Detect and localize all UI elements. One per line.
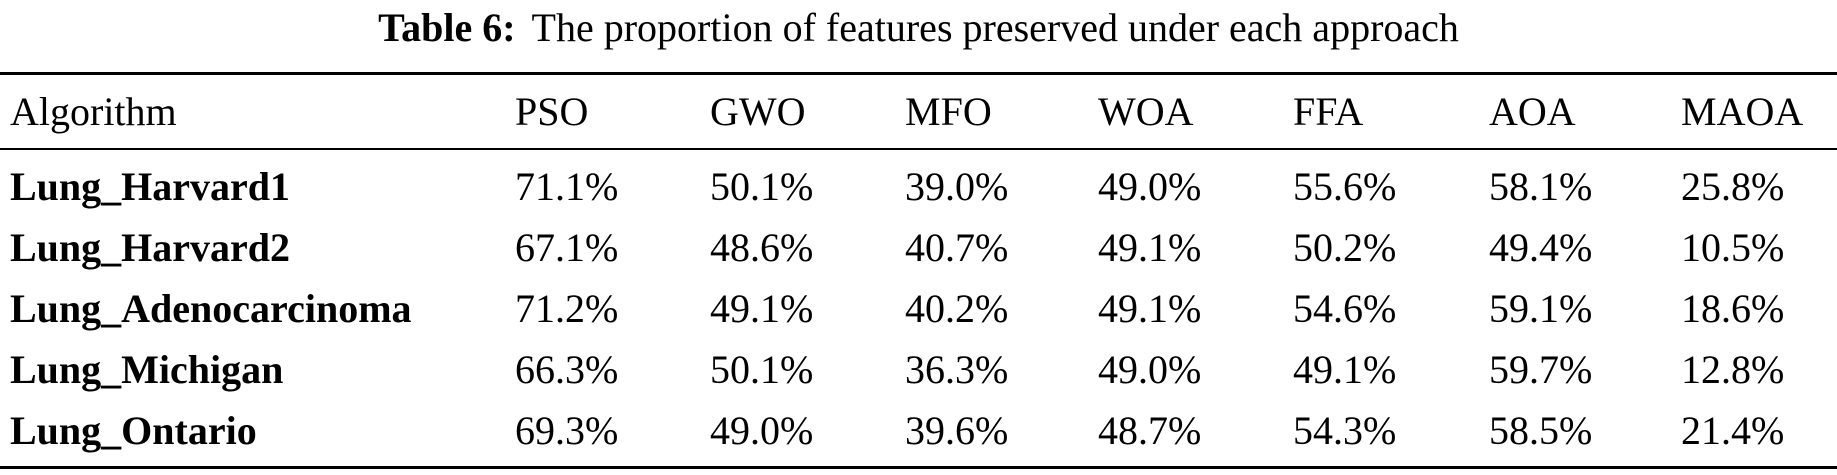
table-cell: 50.2% [1293,225,1397,270]
table-cell: 39.0% [905,164,1009,209]
table-cell: 25.8% [1681,164,1785,209]
feature-proportion-table: Algorithm PSO GWO MFO WOA FFA AOA MAOA L… [0,75,1837,461]
row-label: Lung_Harvard2 [10,225,291,270]
table-row: Lung_Michigan 66.3% 50.1% 36.3% 49.0% 49… [0,339,1837,400]
table-cell: 48.7% [1098,408,1202,453]
table-cell: 39.6% [905,408,1009,453]
row-label: Lung_Adenocarcinoma [10,286,412,331]
column-header-mfo: MFO [905,89,992,134]
table-cell: 48.6% [710,225,814,270]
column-header-pso: PSO [515,89,589,134]
column-header-maoa: MAOA [1681,89,1804,134]
table-row: Lung_Harvard1 71.1% 50.1% 39.0% 49.0% 55… [0,150,1837,217]
table-cell: 58.5% [1489,408,1593,453]
table-cell: 58.1% [1489,164,1593,209]
table-cell: 49.1% [710,286,814,331]
table-cell: 40.2% [905,286,1009,331]
table-cell: 49.0% [1098,164,1202,209]
header-rule [0,148,1837,150]
row-label: Lung_Harvard1 [10,164,291,209]
table-cell: 54.3% [1293,408,1397,453]
row-label: Lung_Ontario [10,408,257,453]
bottom-rule [0,466,1837,469]
column-header-aoa: AOA [1489,89,1576,134]
table-cell: 49.1% [1098,225,1202,270]
table-row: Lung_Ontario 69.3% 49.0% 39.6% 48.7% 54.… [0,400,1837,461]
table-cell: 50.1% [710,347,814,392]
table-cell: 59.7% [1489,347,1593,392]
table-cell: 71.2% [515,286,619,331]
table-cell: 12.8% [1681,347,1785,392]
table-header-row: Algorithm PSO GWO MFO WOA FFA AOA MAOA [0,75,1837,148]
table-cell: 40.7% [905,225,1009,270]
table-cell: 36.3% [905,347,1009,392]
table-row: Lung_Adenocarcinoma 71.2% 49.1% 40.2% 49… [0,278,1837,339]
table-cell: 67.1% [515,225,619,270]
table-cell: 21.4% [1681,408,1785,453]
table-cell: 49.0% [710,408,814,453]
row-label: Lung_Michigan [10,347,284,392]
table-cell: 49.1% [1293,347,1397,392]
column-header-algorithm: Algorithm [10,89,177,134]
table-cell: 59.1% [1489,286,1593,331]
table-caption: Table 6: The proportion of features prese… [0,0,1837,60]
table-caption-label: Table 6: [378,5,516,50]
column-header-ffa: FFA [1293,89,1364,134]
table-cell: 49.0% [1098,347,1202,392]
table-cell: 54.6% [1293,286,1397,331]
column-header-woa: WOA [1098,89,1194,134]
table-cell: 55.6% [1293,164,1397,209]
table-cell: 66.3% [515,347,619,392]
table-cell: 49.1% [1098,286,1202,331]
top-rule [0,72,1837,75]
table-cell: 18.6% [1681,286,1785,331]
table-cell: 10.5% [1681,225,1785,270]
column-header-gwo: GWO [710,89,806,134]
table-cell: 49.4% [1489,225,1593,270]
table-caption-text: The proportion of features preserved und… [531,5,1459,50]
table-cell: 69.3% [515,408,619,453]
table-cell: 50.1% [710,164,814,209]
table-row: Lung_Harvard2 67.1% 48.6% 40.7% 49.1% 50… [0,217,1837,278]
table-cell: 71.1% [515,164,619,209]
